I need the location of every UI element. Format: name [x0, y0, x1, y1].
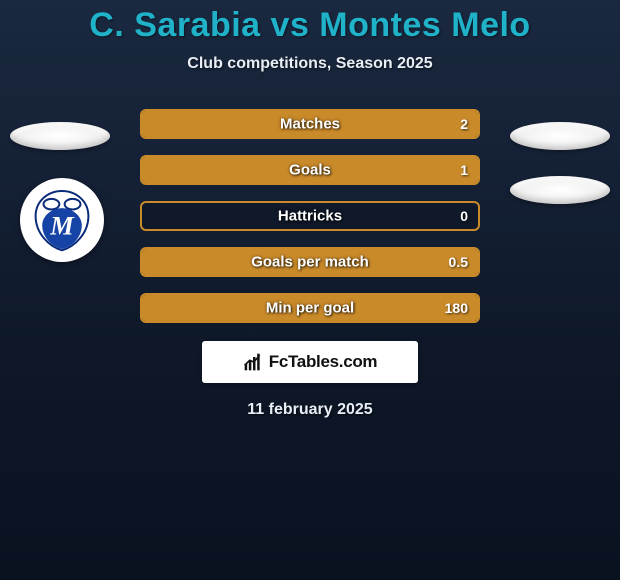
subtitle: Club competitions, Season 2025 [0, 55, 620, 73]
stat-value: 0 [460, 208, 468, 224]
stat-label: Min per goal [142, 300, 478, 317]
stats-list: Matches 2 Goals 1 Hattricks 0 Goals per … [0, 109, 620, 323]
date-text: 11 february 2025 [0, 401, 620, 419]
stat-value: 0.5 [449, 254, 468, 270]
comparison-card: C. Sarabia vs Montes Melo Club competiti… [0, 0, 620, 580]
stat-label: Hattricks [142, 208, 478, 225]
stat-row-goals: Goals 1 [140, 155, 480, 185]
page-title: C. Sarabia vs Montes Melo [0, 6, 620, 45]
stat-label: Matches [142, 116, 478, 133]
stat-row-goals-per-match: Goals per match 0.5 [140, 247, 480, 277]
stat-value: 2 [460, 116, 468, 132]
stat-value: 1 [460, 162, 468, 178]
stat-row-matches: Matches 2 [140, 109, 480, 139]
stat-row-min-per-goal: Min per goal 180 [140, 293, 480, 323]
brand-text: FcTables.com [269, 352, 378, 372]
chart-icon [243, 352, 263, 372]
stat-row-hattricks: Hattricks 0 [140, 201, 480, 231]
stat-value: 180 [445, 300, 468, 316]
stat-label: Goals [142, 162, 478, 179]
brand-attribution: FcTables.com [202, 341, 418, 383]
stat-label: Goals per match [142, 254, 478, 271]
